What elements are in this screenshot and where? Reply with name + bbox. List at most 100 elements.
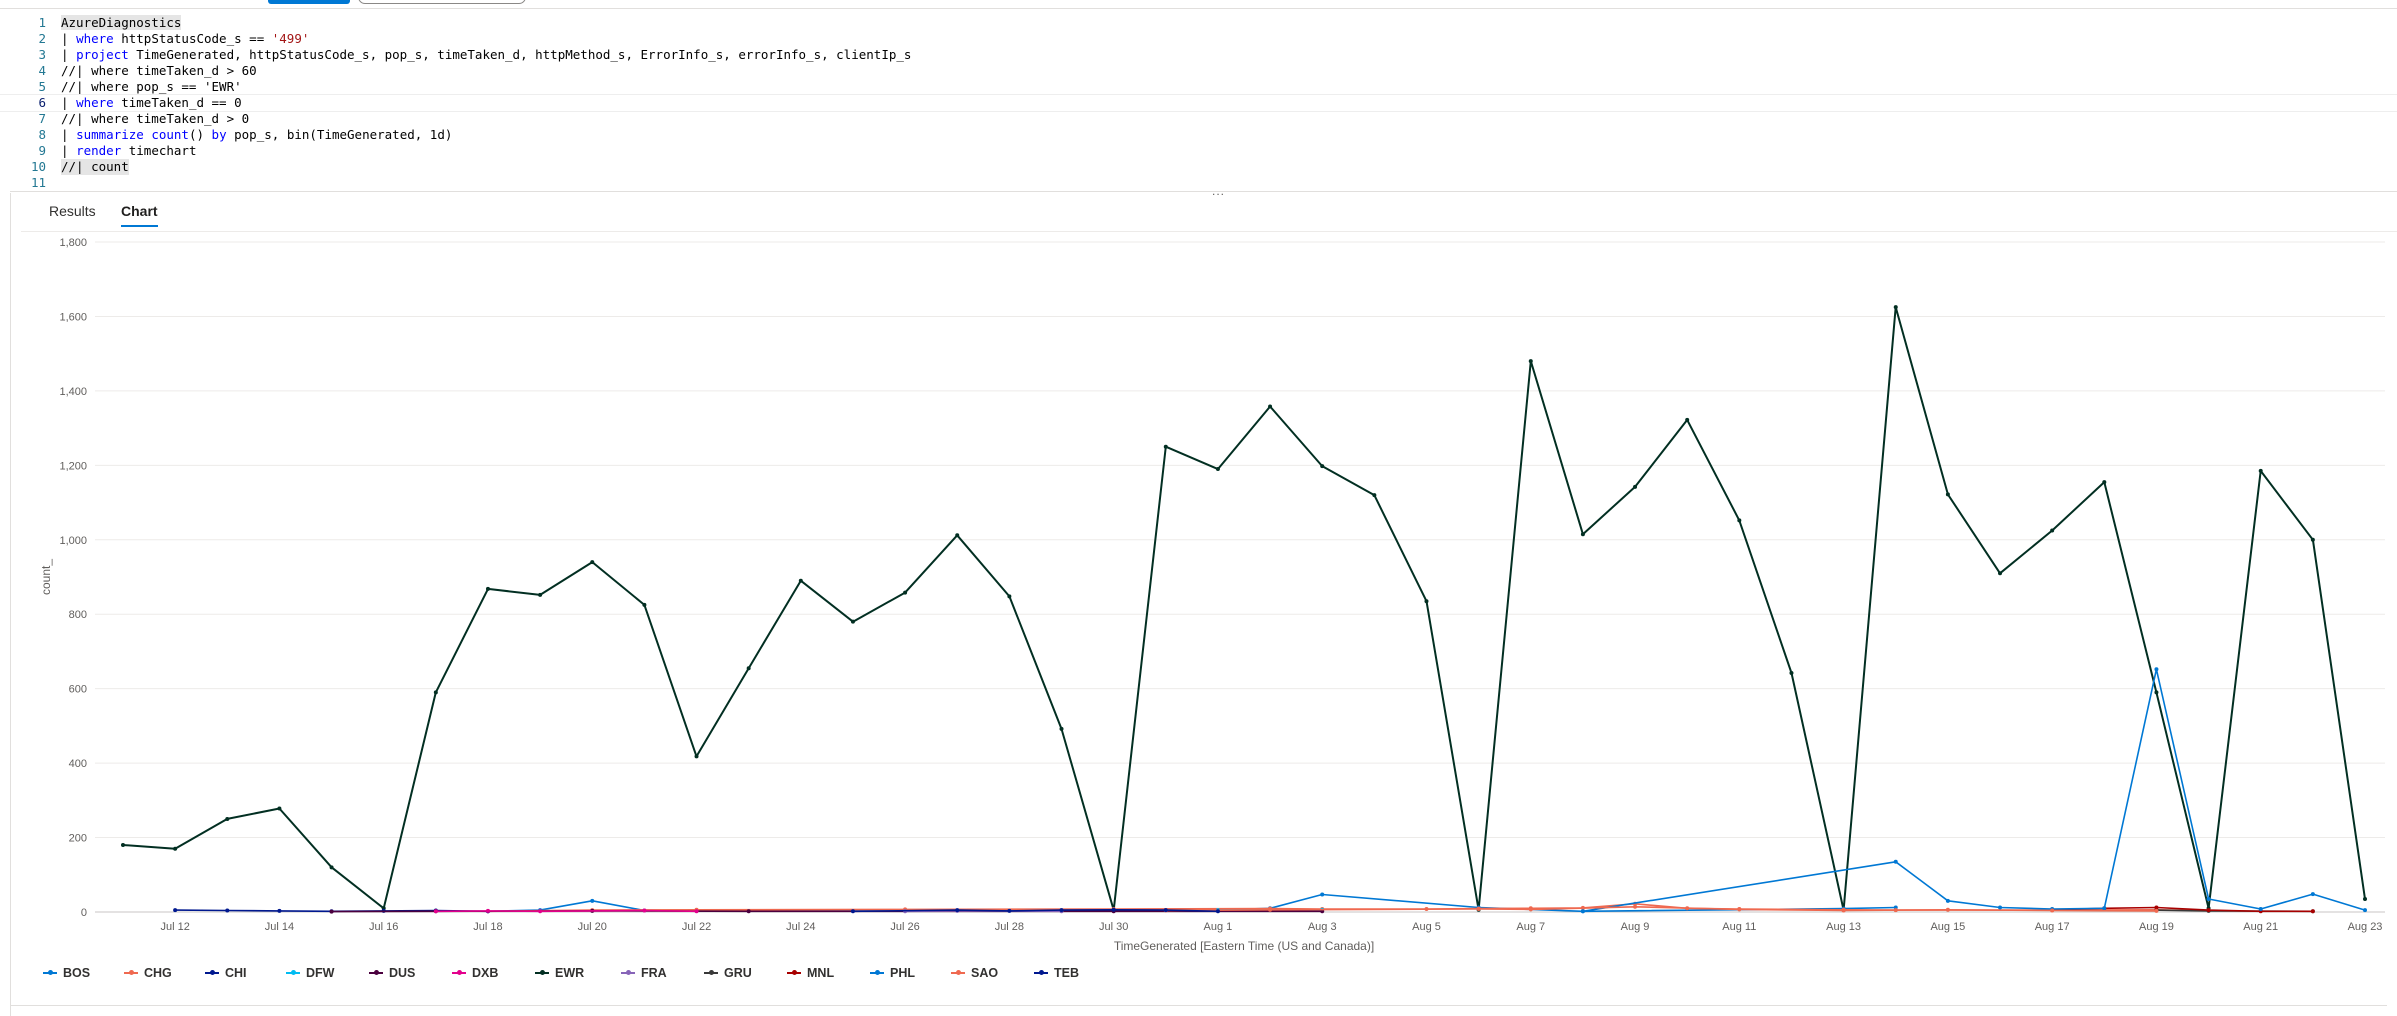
data-point xyxy=(590,560,595,565)
splitter-handle[interactable]: ... xyxy=(1212,184,1226,198)
data-point xyxy=(1320,464,1325,469)
y-tick-label: 1,600 xyxy=(59,311,87,323)
data-point xyxy=(1215,909,1220,914)
data-point xyxy=(1372,493,1377,498)
legend-item-phl[interactable]: PHL xyxy=(870,963,915,983)
data-point xyxy=(955,533,960,538)
y-tick-label: 1,200 xyxy=(59,460,87,472)
legend-item-teb[interactable]: TEB xyxy=(1034,963,1079,983)
data-point xyxy=(1945,492,1950,497)
data-point xyxy=(955,908,960,913)
legend-item-chi[interactable]: CHI xyxy=(205,963,247,983)
data-point xyxy=(1528,359,1533,364)
tab-chart[interactable]: Chart xyxy=(121,203,158,227)
x-tick-label: Jul 14 xyxy=(265,921,294,933)
x-tick-label: Aug 9 xyxy=(1621,921,1650,933)
legend-swatch xyxy=(286,970,300,975)
legend-item-sao[interactable]: SAO xyxy=(951,963,998,983)
data-point xyxy=(903,590,908,595)
data-point xyxy=(694,754,699,759)
x-tick-label: Jul 28 xyxy=(995,921,1024,933)
legend-dot xyxy=(291,970,296,975)
x-tick-label: Jul 20 xyxy=(578,921,607,933)
data-point xyxy=(798,578,803,583)
data-point xyxy=(2310,537,2315,542)
pane-splitter[interactable] xyxy=(10,191,2397,192)
legend-item-gru[interactable]: GRU xyxy=(704,963,752,983)
data-point xyxy=(2206,896,2211,901)
legend-item-bos[interactable]: BOS xyxy=(43,963,90,983)
data-point xyxy=(1945,898,1950,903)
legend-item-dxb[interactable]: DXB xyxy=(452,963,498,983)
legend-item-fra[interactable]: FRA xyxy=(621,963,667,983)
data-point xyxy=(485,908,490,913)
data-point xyxy=(1320,892,1325,897)
series-line-sao xyxy=(1165,906,2157,912)
x-tick-label: Aug 15 xyxy=(1930,921,1965,933)
data-point xyxy=(2363,896,2367,901)
legend-swatch xyxy=(787,970,801,975)
data-point xyxy=(1737,907,1742,912)
legend-label: BOS xyxy=(63,966,91,980)
legend-dot xyxy=(956,970,961,975)
x-tick-label: Aug 11 xyxy=(1722,921,1756,933)
legend-item-dus[interactable]: DUS xyxy=(369,963,415,983)
data-point xyxy=(1998,905,2003,910)
legend-swatch xyxy=(535,970,549,975)
legend-dot xyxy=(374,970,379,975)
data-point xyxy=(1685,417,1690,422)
data-point xyxy=(1789,671,1794,676)
run-button[interactable] xyxy=(268,0,350,4)
data-point xyxy=(2154,905,2159,910)
legend-label: SAO xyxy=(971,966,999,980)
data-point xyxy=(1163,444,1168,449)
data-point xyxy=(2050,908,2055,913)
x-tick-label: Aug 5 xyxy=(1412,921,1441,933)
tab-results[interactable]: Results xyxy=(49,203,96,219)
y-tick-label: 1,800 xyxy=(59,237,87,249)
data-point xyxy=(1737,518,1742,523)
data-point xyxy=(642,908,647,913)
data-point xyxy=(1893,859,1898,864)
data-point xyxy=(225,816,230,821)
data-point xyxy=(2206,908,2211,913)
data-point xyxy=(2102,480,2107,485)
data-point xyxy=(1580,532,1585,537)
legend-swatch xyxy=(369,970,383,975)
data-point xyxy=(1163,908,1168,913)
x-tick-label: Jul 12 xyxy=(160,921,189,933)
data-point xyxy=(1059,908,1064,913)
legend-dot xyxy=(48,970,53,975)
legend-dot xyxy=(129,970,134,975)
series-line-ewr xyxy=(122,306,2366,912)
data-point xyxy=(1893,305,1898,310)
results-pane: Results Chart xyxy=(10,193,2397,1016)
x-tick-label: Jul 18 xyxy=(473,921,502,933)
data-point xyxy=(1215,467,1220,472)
data-point xyxy=(1580,909,1585,914)
data-point xyxy=(1633,904,1638,909)
legend-item-chg[interactable]: CHG xyxy=(124,963,172,983)
data-point xyxy=(1998,571,2003,576)
data-point xyxy=(590,898,595,903)
data-point xyxy=(329,909,334,914)
data-point xyxy=(329,865,334,870)
legend-dot xyxy=(457,970,462,975)
toolbar-strip xyxy=(0,0,2397,9)
legend-swatch xyxy=(124,970,138,975)
data-point xyxy=(485,586,490,591)
legend-item-mnl[interactable]: MNL xyxy=(787,963,834,983)
query-editor[interactable]: 1 AzureDiagnostics 2 | where httpStatusCod… xyxy=(0,12,2397,190)
x-tick-label: Aug 7 xyxy=(1516,921,1545,933)
legend-dot xyxy=(540,970,545,975)
legend-item-dfw[interactable]: DFW xyxy=(286,963,334,983)
data-point xyxy=(1945,907,1950,912)
legend-swatch xyxy=(43,970,57,975)
data-point xyxy=(1111,907,1116,912)
x-tick-label: Jul 16 xyxy=(369,921,398,933)
data-point xyxy=(694,909,699,914)
legend-dot xyxy=(709,970,714,975)
x-tick-label: Aug 13 xyxy=(1826,921,1861,933)
legend-item-ewr[interactable]: EWR xyxy=(535,963,584,983)
